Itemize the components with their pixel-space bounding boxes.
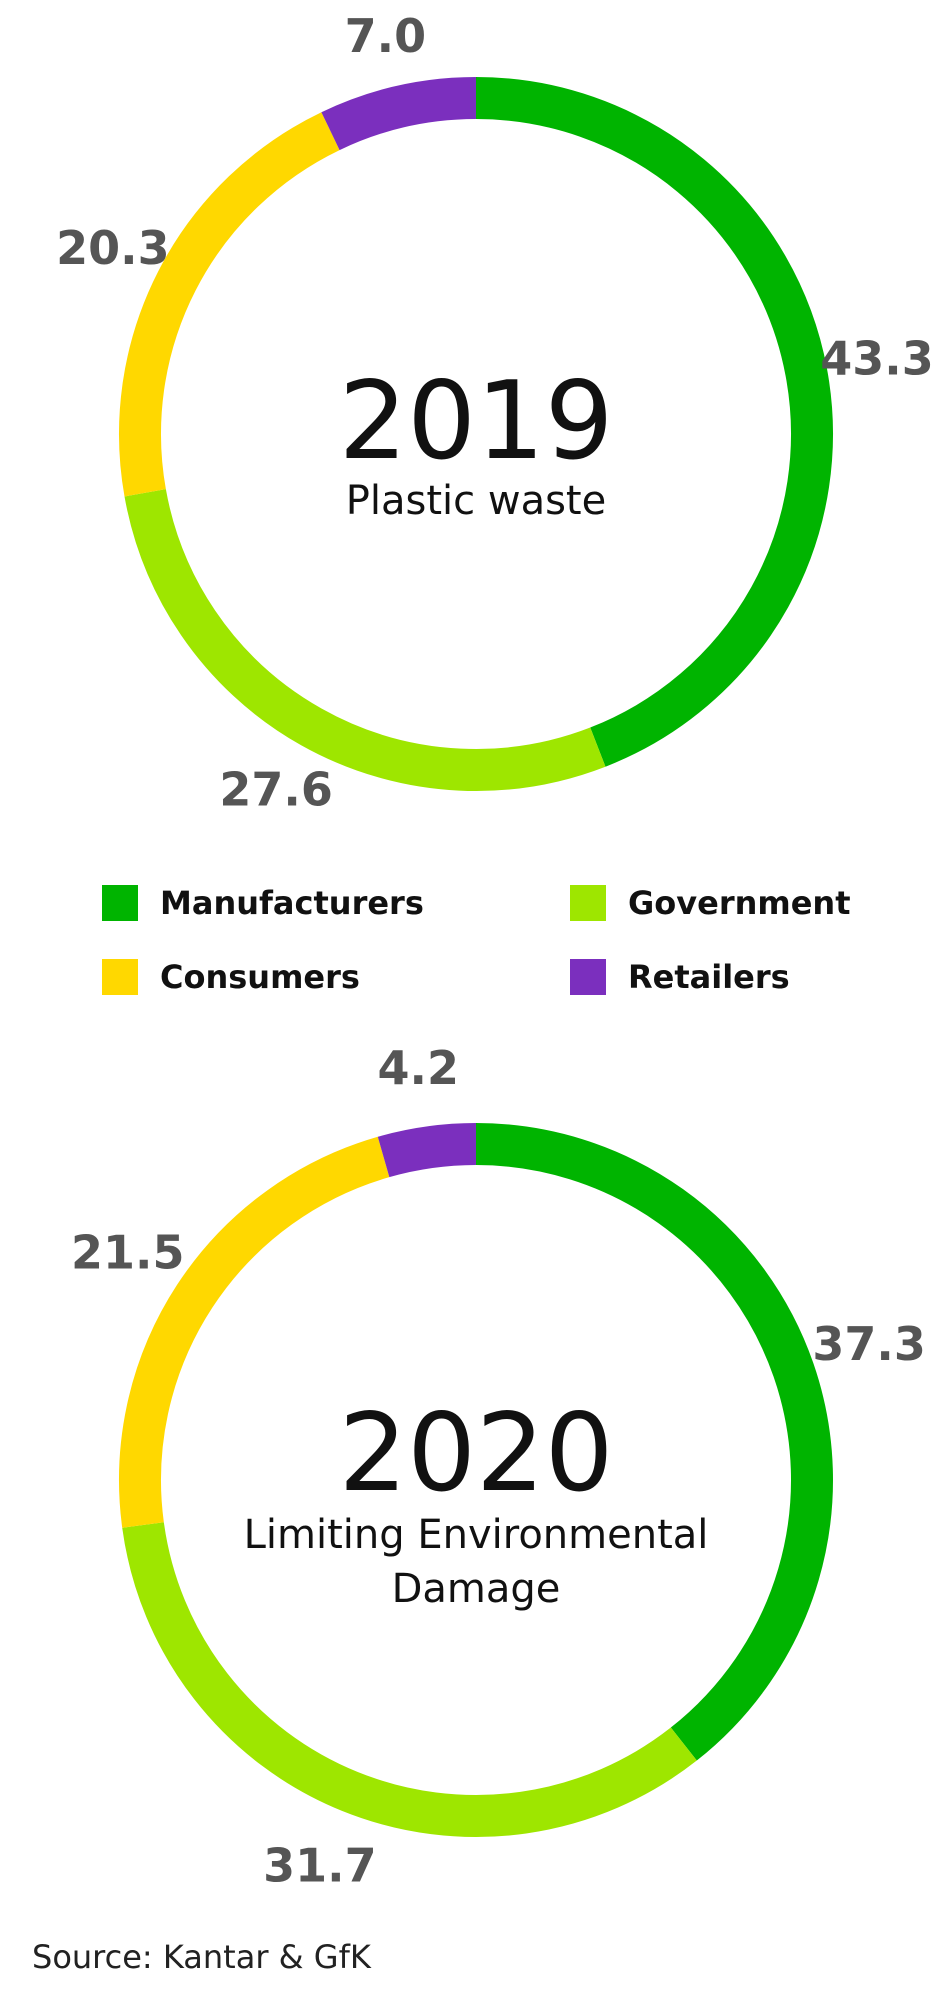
slice-2020-consumers bbox=[119, 1136, 390, 1528]
legend-swatch-manufacturers bbox=[102, 885, 138, 921]
chart-subtitle-2020-line-2: Damage bbox=[392, 1566, 561, 1612]
value-label-2019-retailers: 7.0 bbox=[345, 9, 427, 63]
value-label-2020-manufacturers: 37.3 bbox=[812, 1317, 926, 1371]
legend-item-manufacturers: Manufacturers bbox=[102, 884, 424, 922]
legend-label-manufacturers: Manufacturers bbox=[160, 884, 424, 922]
slice-2019-manufacturers bbox=[475, 77, 833, 767]
slice-2019-government bbox=[124, 489, 606, 791]
slice-2020-retailers bbox=[377, 1123, 477, 1178]
slice-2020-manufacturers bbox=[475, 1123, 833, 1761]
legend-swatch-government bbox=[570, 885, 606, 921]
legend-label-government: Government bbox=[628, 884, 851, 922]
source-note: Source: Kantar & GfK bbox=[32, 1938, 371, 1976]
slice-2020-government bbox=[122, 1522, 697, 1837]
slice-2019-retailers bbox=[321, 77, 477, 151]
legend-item-consumers: Consumers bbox=[102, 958, 360, 996]
legend-swatch-retailers bbox=[570, 959, 606, 995]
legend-item-retailers: Retailers bbox=[570, 958, 790, 996]
slice-2019-consumers bbox=[119, 112, 340, 497]
chart-subtitle-2019-line-1: Plastic waste bbox=[346, 478, 606, 524]
legend-label-consumers: Consumers bbox=[160, 958, 360, 996]
legend-swatch-consumers bbox=[102, 959, 138, 995]
chart-title-2019: 2019 bbox=[339, 359, 614, 484]
legend: Manufacturers Government Consumers Retai… bbox=[0, 868, 952, 1008]
value-label-2019-government: 27.6 bbox=[219, 763, 333, 817]
chart-subtitle-2020-line-1: Limiting Environmental bbox=[244, 1512, 709, 1558]
value-label-2020-retailers: 4.2 bbox=[377, 1041, 459, 1095]
value-label-2020-government: 31.7 bbox=[263, 1839, 377, 1893]
donut-chart-2019: 43.3 27.6 20.3 7.0 2019 Plastic waste bbox=[0, 0, 952, 840]
value-label-2019-manufacturers: 43.3 bbox=[820, 332, 934, 386]
legend-label-retailers: Retailers bbox=[628, 958, 790, 996]
value-label-2019-consumers: 20.3 bbox=[56, 221, 170, 275]
chart-title-2020: 2020 bbox=[339, 1391, 614, 1516]
donut-chart-2020: 37.3 31.7 21.5 4.2 2020 Limiting Environmenta… bbox=[0, 1040, 952, 1920]
value-label-2020-consumers: 21.5 bbox=[71, 1225, 185, 1279]
legend-item-government: Government bbox=[570, 884, 851, 922]
